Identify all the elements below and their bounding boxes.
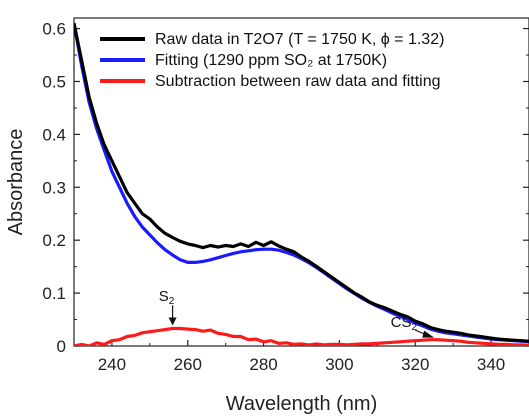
y-tick-label: 0.6	[42, 20, 66, 39]
series-line-0	[74, 22, 529, 343]
y-tick-label: 0.5	[42, 72, 66, 91]
x-tick-label: 300	[325, 355, 353, 374]
y-tick-label: 0.2	[42, 231, 66, 250]
x-axis-title: Wavelength (nm)	[226, 393, 378, 415]
legend-label-2: Subtraction between raw data and fitting	[155, 73, 441, 90]
legend-label-1: Fitting (1290 ppm SO₂ at 1750K)	[155, 52, 387, 69]
series-layer	[74, 22, 529, 346]
y-tick-label: 0.4	[42, 125, 66, 144]
x-tick-label: 340	[477, 355, 505, 374]
legend: Raw data in T2O7 (T = 1750 K, ϕ = 1.32) F…	[100, 31, 444, 90]
series-line-2	[74, 326, 529, 346]
annotations: S2 CS2	[159, 288, 435, 338]
series-line-1	[74, 23, 529, 344]
y-tick-label: 0	[57, 337, 66, 356]
y-tick-label: 0.1	[42, 284, 66, 303]
annotation-cs2-arrowhead	[422, 330, 435, 338]
x-tick-label: 320	[401, 355, 429, 374]
annotation-cs2: CS2	[391, 314, 418, 333]
annotation-s2: S2	[159, 288, 175, 307]
x-tick-label: 260	[174, 355, 202, 374]
annotation-s2-arrowhead	[168, 317, 177, 326]
legend-label-0: Raw data in T2O7 (T = 1750 K, ϕ = 1.32)	[155, 31, 444, 48]
y-tick-label: 0.3	[42, 178, 66, 197]
y-axis-title: Absorbance	[5, 129, 27, 236]
x-tick-label: 280	[249, 355, 277, 374]
x-tick-label: 240	[98, 355, 126, 374]
axes: 240 260 280 300 320 340 0 0.1 0.2 0.3 0.4 0.5 0.6	[42, 17, 529, 374]
